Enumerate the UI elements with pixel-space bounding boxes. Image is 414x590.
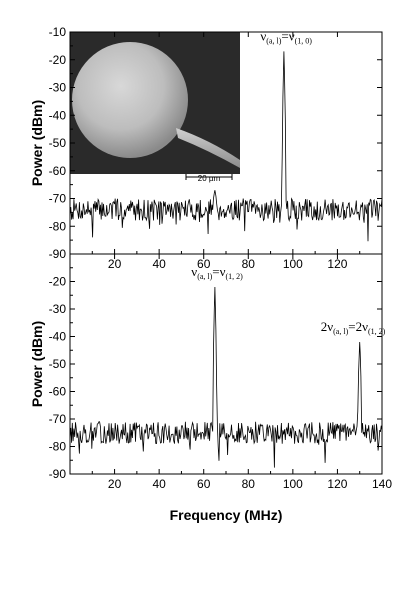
x-tick-label: 140 <box>372 477 392 491</box>
plot-frame-bottom <box>69 253 383 475</box>
y-tick-label: -20 <box>49 53 67 67</box>
y-tick-label: -60 <box>49 385 67 399</box>
y-tick-label: -10 <box>49 25 67 39</box>
y-tick-label: -50 <box>49 357 67 371</box>
y-tick-label: -80 <box>49 440 67 454</box>
x-tick-label: 120 <box>327 257 347 271</box>
peak-annotation: 2ν(a, l)=2ν(1, 2) <box>321 319 386 336</box>
y-axis-title-bottom: Power (dBm) <box>29 321 45 407</box>
x-axis-title: Frequency (MHz) <box>170 507 283 523</box>
annotation-top-peak: ν(a, l)=ν(1, 0) <box>260 28 312 45</box>
y-tick-label: -70 <box>49 412 67 426</box>
sem-inset-image <box>70 32 240 180</box>
y-axis-ticks-top: -90 -80 -70 -60 -50 -40 -30 -20 -10 <box>49 25 382 261</box>
x-axis-ticks-bottom: 20 40 60 80 100 120 140 <box>91 254 392 491</box>
x-tick-label: 120 <box>327 477 347 491</box>
y-tick-label: -60 <box>49 164 67 178</box>
y-tick-label: -20 <box>49 275 67 289</box>
spectrum-trace-bottom <box>70 286 382 468</box>
x-tick-label: 60 <box>197 257 211 271</box>
peak-annotation: ν(a, l)=ν(1, 0) <box>260 28 312 45</box>
x-tick-label: 20 <box>108 257 122 271</box>
spectrum-trace-top <box>70 51 382 242</box>
y-tick-label: -30 <box>49 81 67 95</box>
y-axis-title-top: Power (dBm) <box>29 100 45 186</box>
x-tick-label: 80 <box>242 477 256 491</box>
annotation-bottom-peaks: ν(a, l)=ν(1, 2) 2ν(a, l)=2ν(1, 2) <box>191 264 385 336</box>
y-tick-label: -50 <box>49 136 67 150</box>
x-tick-label: 100 <box>283 257 303 271</box>
y-tick-label: -70 <box>49 192 67 206</box>
x-tick-label: 20 <box>108 477 122 491</box>
x-tick-label: 40 <box>152 477 166 491</box>
bottom-panel: ν(a, l)=ν(1, 2)2ν(a, l)=2ν(1, 2) -90-80-… <box>29 253 392 523</box>
y-tick-label: -90 <box>49 467 67 481</box>
y-axis-ticks-bottom: -90 -80 -70 -60 -50 -40 -30 -20 <box>49 267 382 481</box>
peak-annotation: ν(a, l)=ν(1, 2) <box>191 264 243 281</box>
x-tick-label: 80 <box>242 257 256 271</box>
x-tick-label: 100 <box>283 477 303 491</box>
x-tick-label: 60 <box>197 477 211 491</box>
y-tick-label: -40 <box>49 330 67 344</box>
scale-bar-label: 20 µm <box>198 174 221 183</box>
y-tick-label: -40 <box>49 108 67 122</box>
top-panel: 20 µm ν(a, l)=ν(1, 0) -90 -80 -70 -60 -50 -40… <box>29 25 383 271</box>
y-tick-label: -80 <box>49 219 67 233</box>
y-tick-label: -90 <box>49 247 67 261</box>
y-tick-label: -30 <box>49 302 67 316</box>
x-tick-label: 40 <box>152 257 166 271</box>
